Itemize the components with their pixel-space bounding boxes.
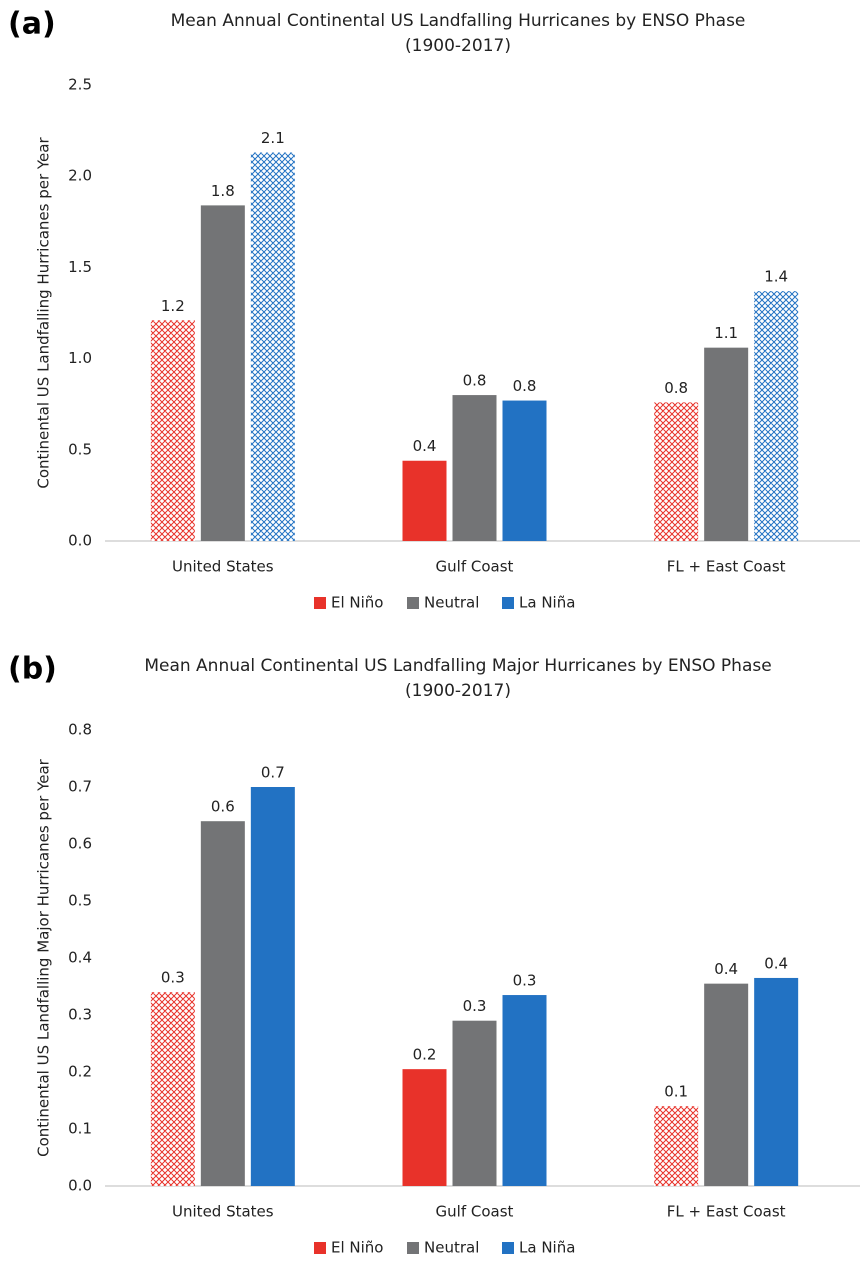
data-label: 1.1 (714, 324, 738, 342)
y-tick-label: 0.5 (68, 892, 92, 910)
y-tick-label: 0.7 (68, 778, 92, 796)
bar (402, 460, 447, 541)
y-axis-title: Continental US Landfalling Hurricanes pe… (35, 137, 53, 489)
legend-label: La Niña (519, 1239, 575, 1257)
data-label: 0.2 (413, 1046, 437, 1064)
y-tick-label: 2.5 (68, 76, 92, 94)
y-tick-label: 1.0 (68, 349, 92, 367)
data-label: 0.3 (513, 972, 537, 990)
bar (250, 152, 295, 541)
data-label: 0.4 (413, 437, 437, 455)
y-tick-label: 0.2 (68, 1063, 92, 1081)
y-tick-label: 2.0 (68, 167, 92, 185)
bar (502, 995, 547, 1186)
data-label: 1.8 (211, 182, 235, 200)
y-tick-label: 0.3 (68, 1006, 92, 1024)
legend-label: El Niño (331, 1239, 384, 1257)
legend-label: Neutral (424, 594, 479, 612)
data-label: 0.1 (664, 1083, 688, 1101)
legend-swatch (314, 1242, 326, 1254)
data-label: 0.4 (714, 960, 738, 978)
y-tick-label: 0.5 (68, 440, 92, 458)
bar (402, 1069, 447, 1186)
bar (502, 400, 547, 541)
chart-subtitle: (1900-2017) (405, 36, 511, 56)
bar (150, 320, 195, 541)
data-label: 2.1 (261, 129, 285, 147)
legend-swatch (314, 597, 326, 609)
bar (754, 977, 799, 1186)
y-tick-label: 0.1 (68, 1120, 92, 1138)
data-label: 0.6 (211, 798, 235, 816)
bar (452, 395, 497, 541)
legend-label: Neutral (424, 1239, 479, 1257)
panel-label: (a) (8, 7, 56, 42)
panel-label: (b) (8, 652, 57, 687)
bar (754, 291, 799, 541)
data-label: 0.4 (764, 954, 788, 972)
bar (654, 1106, 699, 1186)
bar (704, 347, 749, 541)
y-tick-label: 0.8 (68, 721, 92, 739)
data-label: 0.8 (463, 372, 487, 390)
x-tick-label: FL + East Coast (667, 558, 786, 576)
legend-swatch (502, 1242, 514, 1254)
legend-label: El Niño (331, 594, 384, 612)
legend-label: La Niña (519, 594, 575, 612)
y-tick-label: 0.4 (68, 949, 92, 967)
bar (452, 1020, 497, 1186)
y-tick-label: 1.5 (68, 258, 92, 276)
chart-subtitle: (1900-2017) (405, 681, 511, 701)
x-tick-label: FL + East Coast (667, 1203, 786, 1221)
legend-swatch (407, 597, 419, 609)
data-label: 1.2 (161, 297, 185, 315)
y-axis-title: Continental US Landfalling Major Hurrica… (35, 758, 53, 1157)
x-tick-label: United States (172, 1203, 274, 1221)
data-label: 1.4 (764, 268, 788, 286)
legend-swatch (407, 1242, 419, 1254)
data-label: 0.8 (664, 379, 688, 397)
bar (200, 821, 245, 1186)
data-label: 0.8 (513, 377, 537, 395)
legend-swatch (502, 597, 514, 609)
data-label: 0.3 (463, 997, 487, 1015)
x-tick-label: Gulf Coast (436, 1203, 514, 1221)
data-label: 0.3 (161, 969, 185, 987)
bar (200, 205, 245, 541)
x-tick-label: United States (172, 558, 274, 576)
bar (150, 992, 195, 1186)
x-tick-label: Gulf Coast (436, 558, 514, 576)
y-tick-label: 0.0 (68, 532, 92, 550)
chart-title: Mean Annual Continental US Landfalling M… (144, 656, 771, 676)
bar (250, 787, 295, 1186)
bar (654, 402, 699, 541)
y-tick-label: 0.0 (68, 1177, 92, 1195)
bar (704, 983, 749, 1186)
y-tick-label: 0.6 (68, 835, 92, 853)
chart-title: Mean Annual Continental US Landfalling H… (171, 11, 746, 31)
data-label: 0.7 (261, 764, 285, 782)
